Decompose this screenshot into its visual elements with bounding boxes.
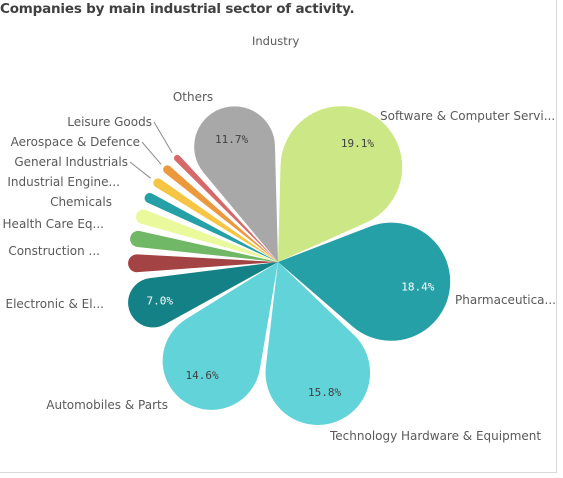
pie-slice[interactable]	[128, 262, 278, 328]
slice-category-label: Others	[173, 90, 213, 104]
slice-category-label: Electronic & El...	[6, 297, 105, 311]
pie-slice[interactable]	[162, 262, 278, 410]
slice-value-label: 7.0%	[147, 294, 174, 307]
pie-slice[interactable]	[265, 262, 371, 425]
pie-slice[interactable]	[163, 165, 278, 262]
pie-slice[interactable]	[153, 178, 278, 262]
pie-slice[interactable]	[278, 106, 403, 263]
chart-title: Companies by main industrial sector of a…	[0, 1, 355, 17]
pie-slice[interactable]	[144, 193, 278, 262]
leader-line	[141, 141, 162, 165]
slice-value-label: 18.4%	[401, 280, 434, 293]
slice-category-label: Software & Computer Servi...	[380, 109, 555, 123]
chart-panel: Companies by main industrial sector of a…	[0, 0, 557, 473]
pie-slice[interactable]	[194, 106, 278, 262]
slice-category-label: Chemicals	[50, 195, 112, 209]
slice-category-label: Industrial Engine...	[7, 175, 120, 189]
leader-line	[129, 161, 151, 179]
slice-category-label: Construction ...	[8, 244, 100, 258]
pie-slice[interactable]	[278, 222, 451, 341]
pie-slice[interactable]	[174, 154, 278, 262]
slice-category-label: Health Care Eq...	[3, 217, 104, 231]
slice-category-label: Pharmaceutica...	[455, 293, 556, 307]
slice-category-label: Technology Hardware & Equipment	[329, 429, 541, 443]
slice-value-label: 19.1%	[341, 137, 374, 150]
slice-category-label: Automobiles & Parts	[46, 398, 168, 412]
slice-value-label: 15.8%	[308, 386, 341, 399]
slice-category-label: Leisure Goods	[67, 115, 152, 129]
slice-value-label: 14.6%	[186, 369, 219, 382]
pie-slice[interactable]	[130, 230, 278, 262]
slice-category-label: Aerospace & Defence	[11, 135, 140, 149]
dimension-label[interactable]: Industry	[252, 34, 300, 48]
leader-line	[153, 121, 173, 154]
pie-slice[interactable]	[136, 209, 278, 262]
slice-category-label: General Industrials	[14, 155, 128, 169]
slice-value-label: 11.7%	[215, 133, 248, 146]
pie-slice[interactable]	[128, 254, 278, 273]
petal-pie-chart[interactable]: 19.1% Software & Computer Servi... 18.4% Ph…	[0, 0, 556, 472]
